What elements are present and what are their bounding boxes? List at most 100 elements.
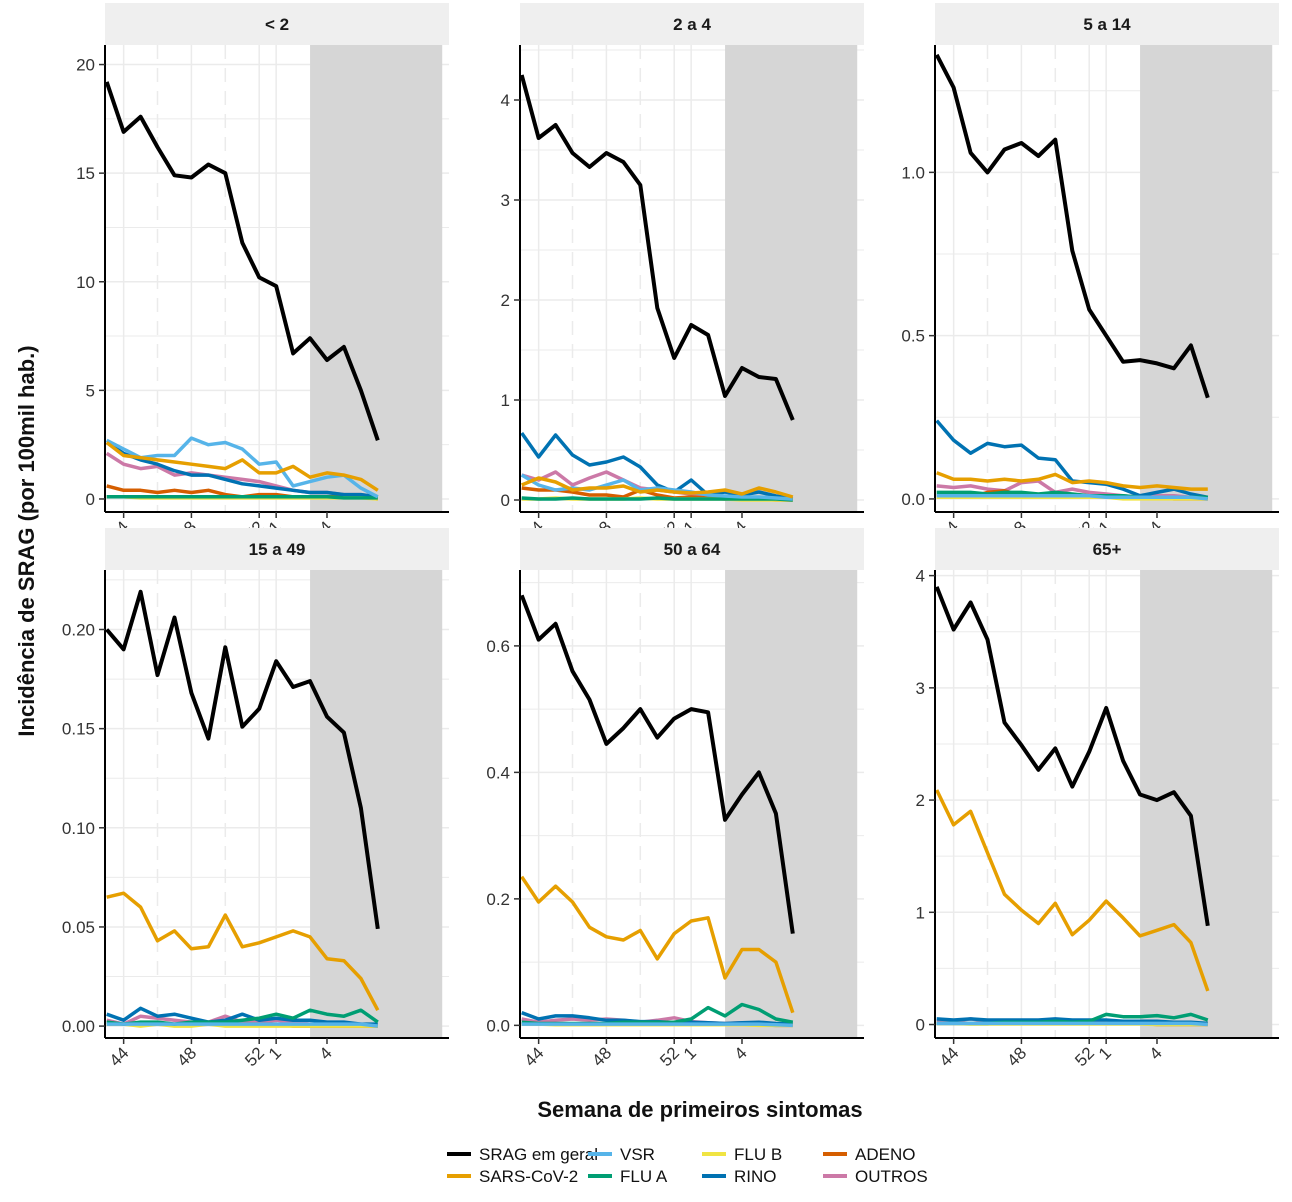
legend-label: ADENO	[855, 1145, 915, 1164]
y-tick-label: 0.00	[62, 1017, 95, 1036]
shaded-region	[310, 45, 443, 512]
series-line-geral	[105, 589, 380, 930]
series-line-sarscov2	[105, 441, 379, 492]
y-tick-label: 0.6	[486, 637, 510, 656]
panel-strip	[935, 3, 1279, 45]
y-tick-label: 0.5	[901, 327, 925, 346]
shaded-region	[725, 570, 858, 1038]
y-tick-label: 1.0	[901, 163, 925, 182]
y-tick-label: 10	[76, 273, 95, 292]
y-tick-label: 5	[86, 381, 95, 400]
y-tick-label: 0	[501, 491, 510, 510]
legend-label: VSR	[620, 1145, 655, 1164]
legend-item-rino: RINO	[702, 1167, 777, 1186]
shaded-region	[725, 45, 858, 512]
legend-item-flua: FLU A	[588, 1167, 668, 1186]
series-line-sarscov2	[520, 875, 795, 1014]
series-line-flua	[521, 496, 793, 502]
x-tick-label: 4	[316, 1043, 336, 1063]
x-tick-label: 1	[1095, 1043, 1115, 1063]
x-tick-label: 52	[656, 1043, 683, 1070]
panel-strip	[105, 3, 449, 45]
series-line-sarscov2	[106, 891, 380, 1012]
panel-title: 65+	[1093, 540, 1122, 559]
x-tick-label: 48	[173, 1043, 200, 1070]
series-line-geral	[934, 586, 1210, 927]
y-tick-label: 0.20	[62, 620, 95, 639]
y-tick-label: 0	[916, 1016, 925, 1035]
series-line-sarscov2	[936, 471, 1208, 491]
panel-strip	[105, 528, 449, 570]
series-line-vsr	[521, 1022, 793, 1028]
legend-item-sarscov2: SARS-CoV-2	[447, 1167, 578, 1186]
x-tick-label: 1	[265, 1043, 285, 1063]
series-line-rino	[520, 431, 794, 501]
legend-item-vsr: VSR	[588, 1145, 655, 1164]
panel-title: 15 a 49	[249, 540, 306, 559]
legend-label: SARS-CoV-2	[479, 1167, 578, 1186]
legend-item-geral: SRAG em geral	[447, 1145, 598, 1164]
legend-item-flub: FLU B	[702, 1145, 782, 1164]
y-tick-label: 3	[916, 679, 925, 698]
y-tick-label: 0.4	[486, 763, 510, 782]
x-tick-label: 48	[1003, 1043, 1030, 1070]
x-tick-label: 4	[1146, 1043, 1166, 1063]
y-tick-label: 1	[501, 391, 510, 410]
y-tick-label: 20	[76, 56, 95, 75]
y-tick-label: 0.0	[486, 1016, 510, 1035]
panel-strip	[935, 528, 1279, 570]
panel-4: 50 a 64 0.0 0.2 0.4 0.6 44 48 521 4	[486, 528, 864, 1070]
series-line-vsr	[106, 1022, 379, 1028]
panel-title: 5 a 14	[1083, 15, 1131, 34]
y-tick-label: 0.15	[62, 720, 95, 739]
series-line-rino	[105, 441, 379, 499]
legend-item-adeno: ADENO	[823, 1145, 915, 1164]
x-tick-label: 44	[936, 1043, 963, 1070]
x-axis-title: Semana de primeiros sintomas	[537, 1097, 862, 1122]
series-line-flua	[106, 1008, 379, 1026]
legend-label: RINO	[734, 1167, 777, 1186]
y-tick-label: 4	[916, 567, 925, 586]
panel-0: < 20510152044485214	[76, 3, 449, 544]
y-tick-label: 2	[916, 791, 925, 810]
panel-strip	[520, 3, 864, 45]
x-tick-label: 1	[680, 1043, 700, 1063]
panel-title: < 2	[265, 15, 289, 34]
shaded-region	[1140, 570, 1273, 1038]
y-tick-label: 1	[916, 903, 925, 922]
series-line-geral	[934, 53, 1210, 399]
legend-label: FLU A	[620, 1167, 668, 1186]
y-tick-label: 0.0	[901, 490, 925, 509]
panel-title: 2 a 4	[673, 15, 711, 34]
x-tick-label: 4	[731, 1043, 751, 1063]
panel-strip	[520, 528, 864, 570]
series-line-geral	[519, 594, 795, 934]
y-tick-label: 0	[86, 490, 95, 509]
series-line-sarscov2	[935, 789, 1210, 992]
y-tick-label: 0.2	[486, 890, 510, 909]
legend-label: SRAG em geral	[479, 1145, 598, 1164]
shaded-region	[1140, 45, 1273, 512]
x-tick-label: 52	[1071, 1043, 1098, 1070]
panel-3: 15 a 49 0.00 0.05 0.10 0.15 0.20 44 48 521 4	[62, 528, 449, 1070]
series-line-vsr	[936, 1021, 1208, 1027]
x-tick-label: 44	[521, 1043, 548, 1070]
legend: SRAG em geral SARS-CoV-2 VSR FLU A FLU B RINO…	[447, 1145, 928, 1186]
y-tick-label: 4	[501, 91, 510, 110]
y-tick-label: 0.10	[62, 819, 95, 838]
y-tick-label: 15	[76, 164, 95, 183]
series-line-rino	[936, 1017, 1208, 1026]
panel-title: 50 a 64	[664, 540, 721, 559]
x-tick-label: 48	[588, 1043, 615, 1070]
shaded-region	[310, 570, 443, 1038]
legend-label: OUTROS	[855, 1167, 928, 1186]
series-line-flua	[106, 495, 378, 500]
x-tick-label: 44	[106, 1043, 133, 1070]
y-tick-label: 0.05	[62, 918, 95, 937]
legend-label: FLU B	[734, 1145, 782, 1164]
y-tick-label: 2	[501, 291, 510, 310]
legend-item-outros: OUTROS	[823, 1167, 928, 1186]
